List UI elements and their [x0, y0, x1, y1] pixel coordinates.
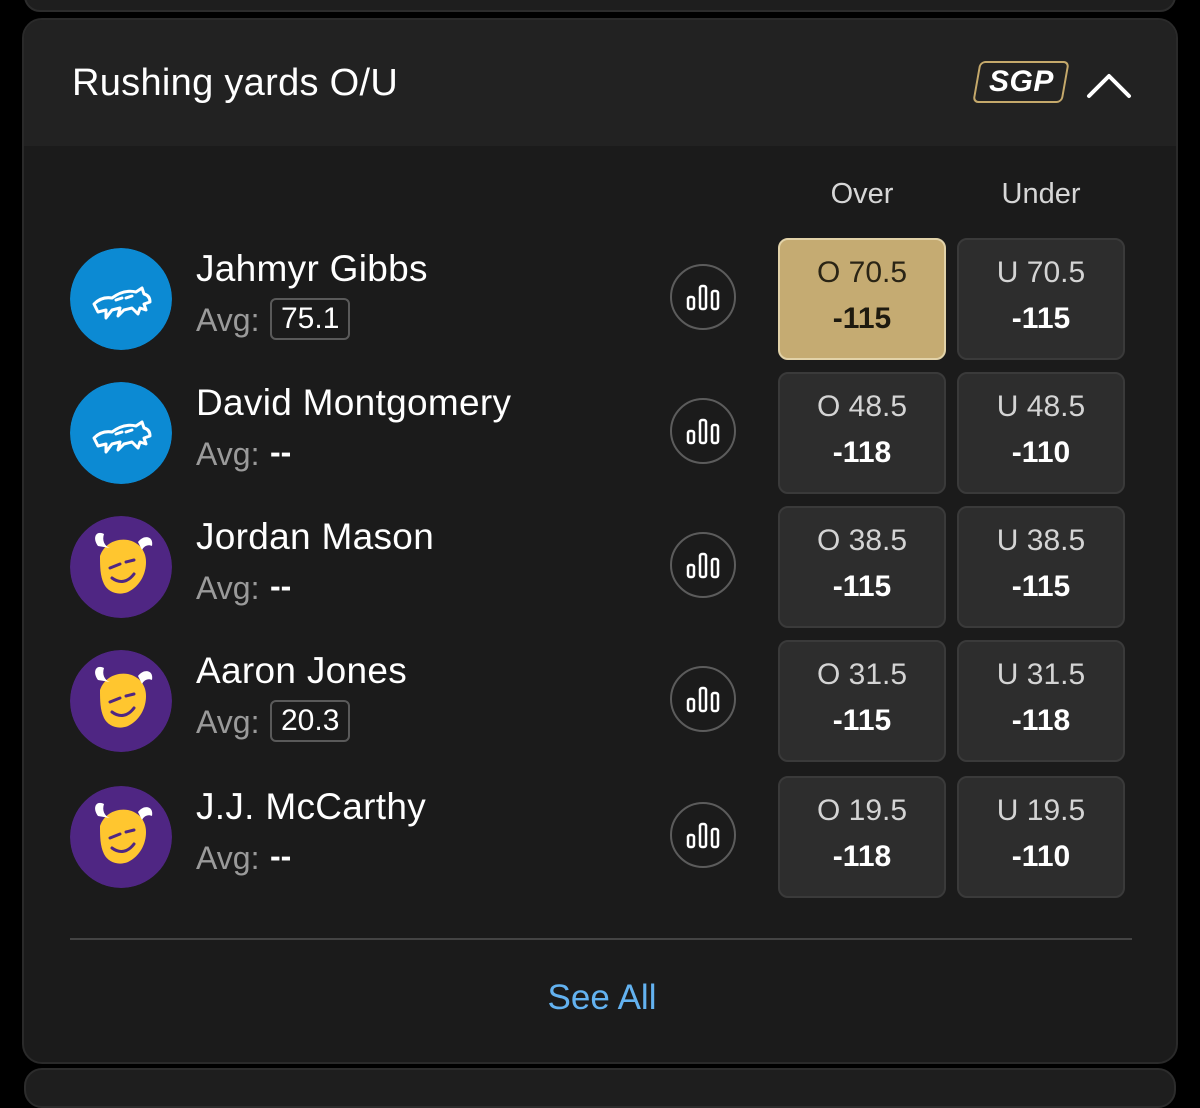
player-name[interactable]: J.J. McCarthy [196, 786, 427, 827]
player-row: J.J. McCarthy Avg: -- O 19.5 -118 U 19.5… [24, 776, 1176, 900]
minnesota-vikings-logo [70, 650, 172, 752]
market-title: Rushing yards O/U [72, 62, 399, 104]
under-odds-button[interactable]: U 38.5 -115 [957, 506, 1125, 628]
bar-chart-icon [686, 822, 720, 849]
under-price: -115 [1011, 302, 1071, 335]
bar-chart-icon [686, 686, 720, 713]
next-market-card [24, 1068, 1176, 1108]
player-row: David Montgomery Avg: -- O 48.5 -118 U 4… [24, 372, 1176, 496]
under-odds-button[interactable]: U 31.5 -118 [957, 640, 1125, 762]
under-price: -110 [1011, 436, 1071, 469]
bar-chart-icon [686, 284, 720, 311]
under-price: -118 [1011, 704, 1071, 737]
bar-chart-icon [686, 552, 720, 579]
sgp-badge-label: SGP [988, 65, 1054, 98]
over-column-header: Over [830, 178, 894, 210]
under-price: -115 [1011, 570, 1071, 603]
market-header[interactable]: Rushing yards O/U SGP [24, 20, 1176, 146]
player-name[interactable]: David Montgomery [196, 382, 512, 423]
avg-label: Avg: [196, 840, 260, 876]
avg-value: -- [270, 568, 292, 604]
under-odds-button[interactable]: U 70.5 -115 [957, 238, 1125, 360]
previous-market-card [24, 0, 1176, 12]
collapse-button[interactable] [1084, 64, 1134, 104]
under-odds-button[interactable]: U 48.5 -110 [957, 372, 1125, 494]
avg-label: Avg: [196, 302, 260, 338]
over-line: O 31.5 [816, 658, 908, 691]
over-price: -118 [832, 436, 892, 469]
divider [70, 938, 1132, 940]
stats-button[interactable] [670, 398, 736, 464]
under-line: U 19.5 [996, 794, 1086, 827]
avg-value-badge: 75.1 [270, 298, 351, 340]
market-card: Rushing yards O/U SGP Over Under Jahmyr … [22, 18, 1178, 1064]
detroit-lions-logo [70, 248, 172, 350]
under-price: -110 [1011, 840, 1071, 873]
sgp-badge: SGP [972, 61, 1070, 103]
avg-label: Avg: [196, 704, 260, 740]
over-price: -118 [832, 840, 892, 873]
avg-label: Avg: [196, 570, 260, 606]
under-line: U 31.5 [996, 658, 1086, 691]
minnesota-vikings-logo [70, 516, 172, 618]
over-odds-button[interactable]: O 70.5 -115 [778, 238, 946, 360]
bar-chart-icon [686, 418, 720, 445]
over-line: O 38.5 [816, 524, 908, 557]
avg-value: -- [270, 838, 292, 874]
over-line: O 19.5 [816, 794, 908, 827]
stats-button[interactable] [670, 802, 736, 868]
detroit-lions-logo [70, 382, 172, 484]
avg-label: Avg: [196, 436, 260, 472]
stats-button[interactable] [670, 264, 736, 330]
over-odds-button[interactable]: O 38.5 -115 [778, 506, 946, 628]
over-line: O 48.5 [816, 390, 908, 423]
under-line: U 70.5 [996, 256, 1086, 289]
minnesota-vikings-logo [70, 786, 172, 888]
player-name[interactable]: Jahmyr Gibbs [196, 248, 428, 289]
over-price: -115 [832, 570, 892, 603]
over-odds-button[interactable]: O 48.5 -118 [778, 372, 946, 494]
under-column-header: Under [1001, 178, 1081, 210]
over-odds-button[interactable]: O 31.5 -115 [778, 640, 946, 762]
over-price: -115 [832, 302, 892, 335]
over-price: -115 [832, 704, 892, 737]
avg-value-badge: 20.3 [270, 700, 351, 742]
player-name[interactable]: Jordan Mason [196, 516, 435, 557]
avg-value: -- [270, 434, 292, 470]
chevron-up-icon [1087, 74, 1131, 98]
stats-button[interactable] [670, 666, 736, 732]
player-row: Jordan Mason Avg: -- O 38.5 -115 U 38.5 … [24, 506, 1176, 630]
player-name[interactable]: Aaron Jones [196, 650, 408, 691]
player-row: Aaron Jones Avg: 20.3 O 31.5 -115 U 31.5… [24, 640, 1176, 764]
stats-button[interactable] [670, 532, 736, 598]
player-row: Jahmyr Gibbs Avg: 75.1 O 70.5 -115 U 70.… [24, 238, 1176, 362]
over-odds-button[interactable]: O 19.5 -118 [778, 776, 946, 898]
under-odds-button[interactable]: U 19.5 -110 [957, 776, 1125, 898]
over-line: O 70.5 [816, 256, 908, 289]
under-line: U 38.5 [996, 524, 1086, 557]
see-all-link[interactable]: See All [547, 978, 657, 1017]
under-line: U 48.5 [996, 390, 1086, 423]
